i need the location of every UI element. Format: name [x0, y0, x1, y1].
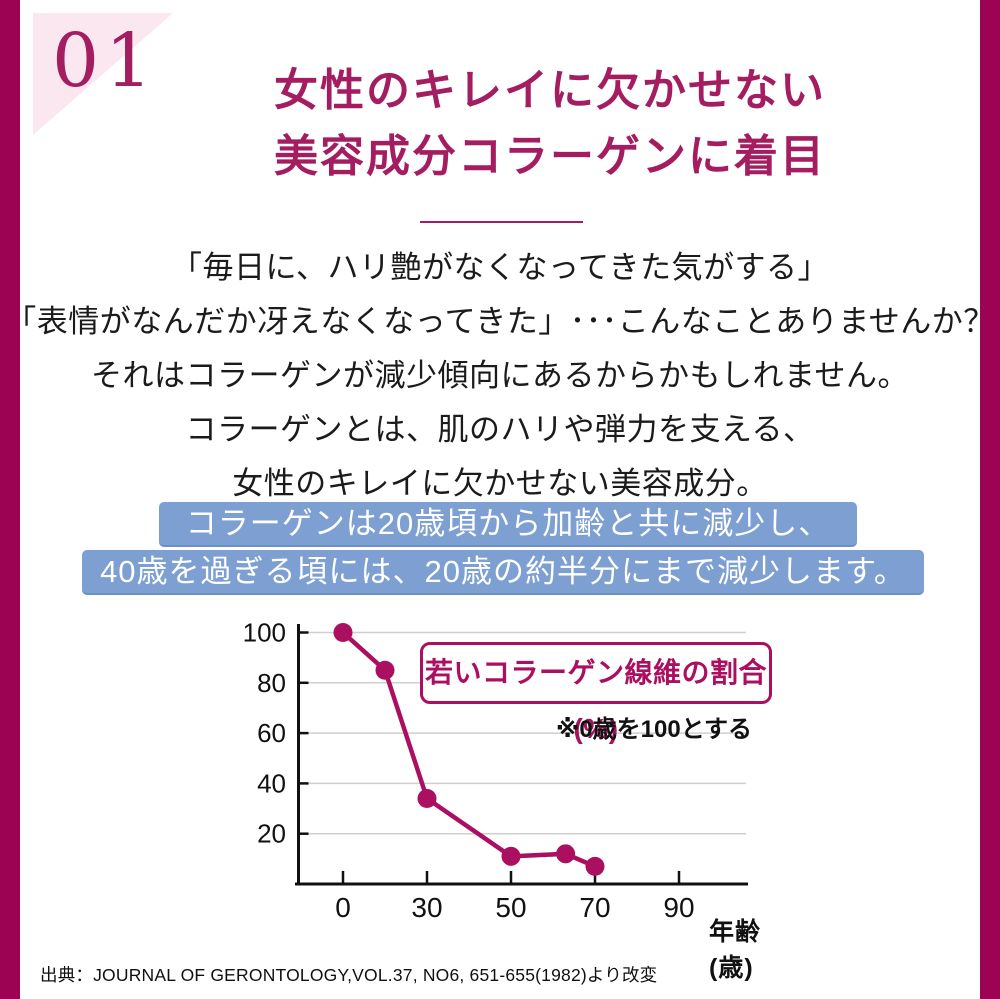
x-tick-label: 90	[663, 892, 694, 923]
y-tick-label: 20	[257, 819, 286, 849]
body-line: それはコラーゲンが減少傾向にあるからかもしれません。	[90, 358, 910, 393]
x-tick-label: 50	[495, 892, 526, 923]
data-point	[556, 844, 576, 864]
left-frame-bar	[0, 0, 20, 999]
data-point	[417, 788, 437, 808]
x-axis-title: 年齢(歳)	[709, 918, 762, 982]
highlight-banner-1: コラーゲンは20歳頃から加齢と共に減少し、	[159, 502, 857, 547]
title-divider	[420, 221, 583, 223]
body-line: コラーゲンとは、肌のハリや弾力を支える、	[185, 412, 815, 447]
y-tick-label: 40	[257, 768, 286, 798]
data-point	[585, 856, 605, 876]
x-tick-label: 30	[411, 892, 442, 923]
section-number: 01	[52, 18, 159, 104]
chart-note: ※0歳を100とする	[555, 716, 752, 743]
collagen-chart-svg: 20 40 60 80 100 0 30 50 70 90	[243, 618, 748, 923]
page-title-line2: 美容成分コラーゲンに着目	[274, 131, 826, 182]
chart-legend: 若いコラーゲン線維の割合(%)	[420, 642, 772, 744]
highlight-banner-2: 40歳を過ぎる頃には、20歳の約半分にまで減少します。	[82, 550, 924, 595]
y-tick-label: 60	[257, 718, 286, 748]
page-title-line1: 女性のキレイに欠かせない	[274, 65, 826, 116]
y-tick-label: 100	[243, 618, 286, 648]
source-citation: 出典：JOURNAL OF GERONTOLOGY,VOL.37, NO6, 6…	[40, 965, 658, 985]
y-tick-label: 80	[257, 668, 286, 698]
data-point	[333, 623, 353, 642]
page-title: 女性のキレイに欠かせない 美容成分コラーゲンに着目	[100, 58, 1000, 190]
body-line: 「表情がなんだか冴えなくなってきた」･･･こんなことありませんか？	[5, 304, 995, 339]
data-point	[501, 846, 521, 866]
right-frame-bar	[980, 0, 1000, 999]
x-tick-label: 70	[579, 892, 610, 923]
x-tick-label: 0	[335, 892, 351, 923]
body-line: 「毎日に、ハリ艶がなくなってきた気がする」	[170, 250, 830, 285]
collagen-decline-chart: 20 40 60 80 100 0 30 50 70 90 若いコラーゲン線維の割合(%) ※0歳…	[240, 612, 800, 982]
data-point	[375, 660, 395, 680]
body-paragraph: 「毎日に、ハリ艶がなくなってきた気がする」 「表情がなんだか冴えなくなってきた」…	[0, 241, 1000, 511]
body-line: 女性のキレイに欠かせない美容成分。	[232, 466, 768, 501]
